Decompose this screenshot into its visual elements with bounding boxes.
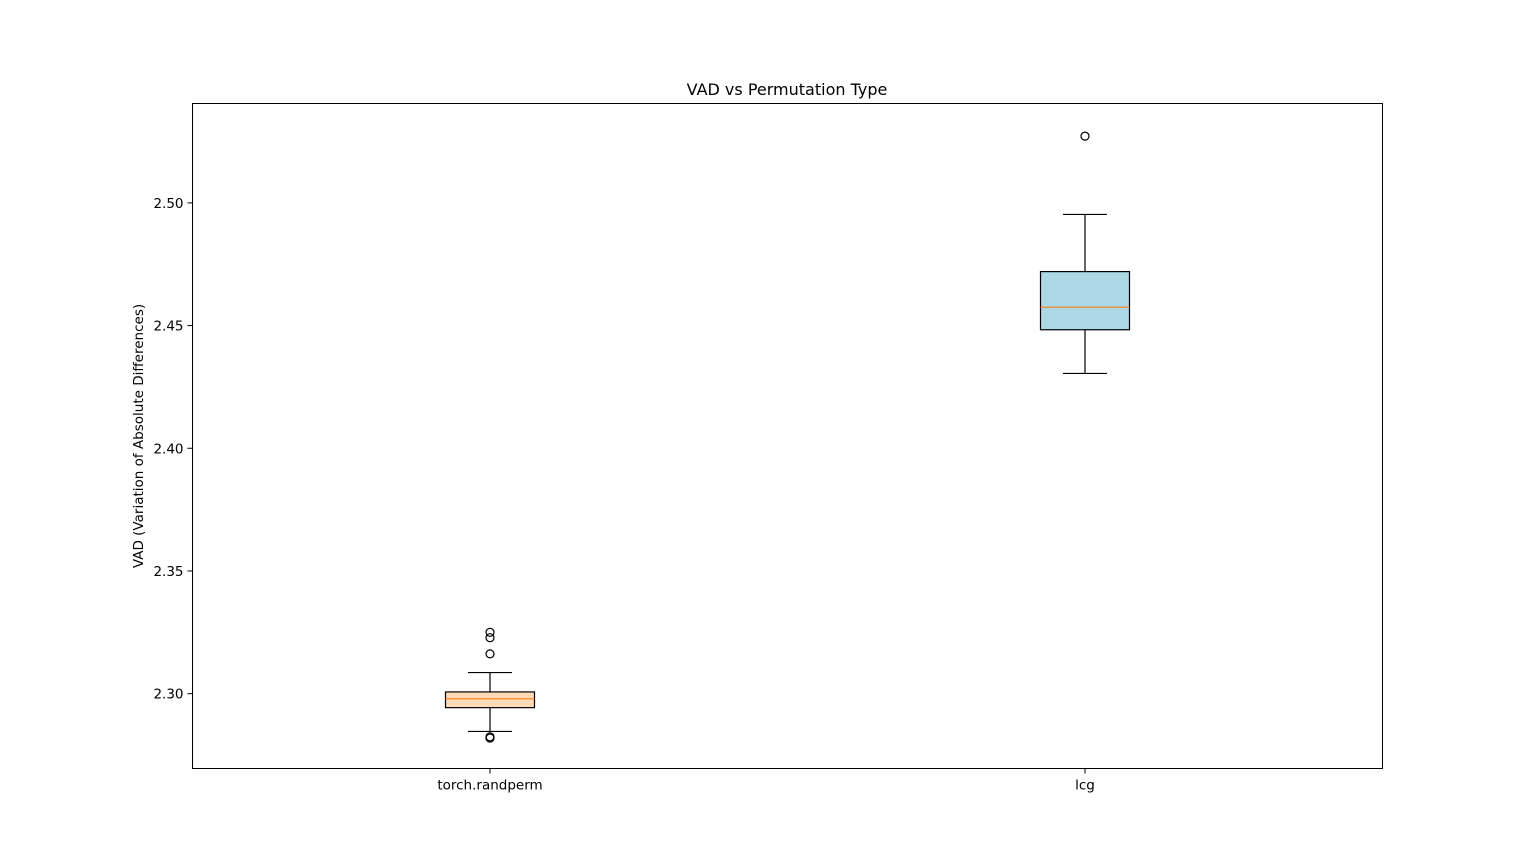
outlier-point (485, 732, 495, 742)
y-tick-label: 2.40 (153, 441, 183, 457)
y-tick-label: 2.45 (153, 319, 183, 335)
axes-frame (192, 103, 1383, 769)
axis-ticks: 2.30 2.35 2.40 2.45 2.50 torch.randperm lcg (153, 196, 1094, 794)
y-tick-label: 2.35 (153, 564, 183, 580)
outlier-point (485, 627, 495, 637)
x-tick-label: lcg (1075, 778, 1095, 794)
y-axis-label: VAD (Variation of Absolute Differences) (131, 304, 147, 568)
x-tick-label: torch.randperm (437, 778, 542, 794)
outlier-point (485, 633, 495, 643)
plot-area (444, 131, 1131, 743)
chart-title: VAD vs Permutation Type (687, 80, 888, 99)
outlier-point (485, 649, 495, 659)
box (1039, 270, 1131, 331)
y-tick-label: 2.30 (153, 687, 183, 703)
outlier-point (1080, 131, 1090, 141)
y-tick-label: 2.50 (153, 196, 183, 212)
box (444, 691, 536, 709)
